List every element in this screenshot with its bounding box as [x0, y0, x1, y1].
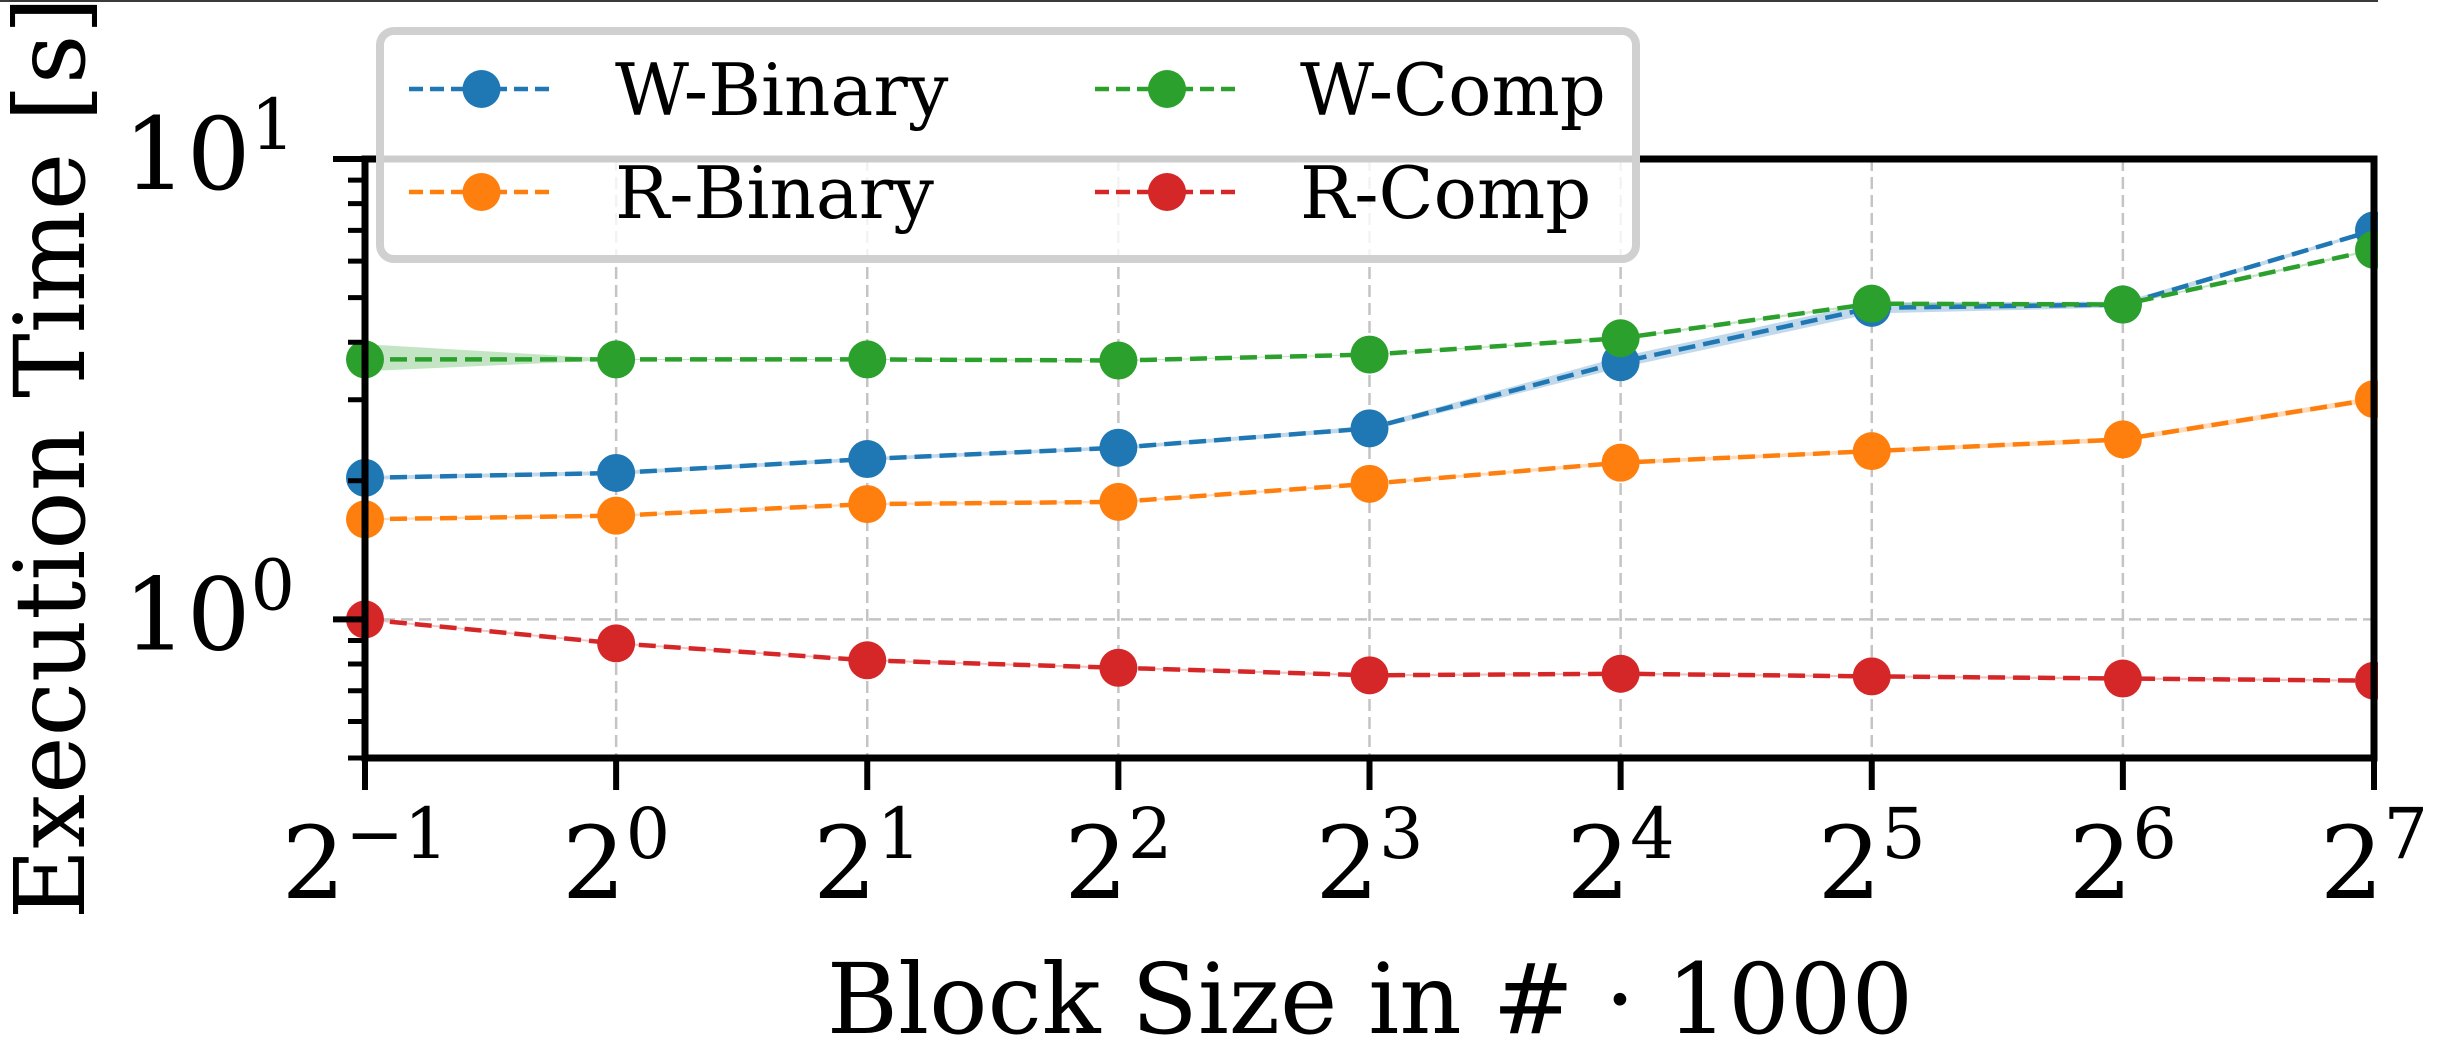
- y-tick-exponent: 0: [250, 544, 295, 626]
- point-r-comp: [1601, 654, 1640, 693]
- legend-label: R-Comp: [1300, 151, 1591, 235]
- legend-marker-w-binary: [462, 70, 501, 108]
- x-axis-label: Block Size in # · 1000: [827, 943, 1913, 1044]
- point-r-binary: [1852, 432, 1891, 471]
- point-r-comp: [848, 641, 887, 680]
- legend-item-r-binary: R-Binary: [409, 151, 934, 235]
- y-tick-label: 101: [123, 84, 295, 213]
- x-tick-exponent: 6: [2132, 793, 2177, 875]
- y-tick-label: 100: [123, 544, 295, 673]
- x-tick-base: 2: [1064, 805, 1128, 922]
- point-w-binary: [1099, 428, 1138, 467]
- x-tick-base: 2: [282, 805, 346, 922]
- x-tick-base: 2: [2320, 805, 2384, 922]
- x-tick-label: 25: [1818, 793, 1926, 922]
- point-r-binary: [1099, 482, 1138, 521]
- point-w-comp: [1852, 284, 1891, 323]
- window-top-border: [0, 0, 2442, 2]
- x-tick-base: 2: [1315, 805, 1379, 922]
- x-tick-exponent: 3: [1379, 793, 1424, 875]
- point-w-binary: [597, 453, 636, 492]
- axis-ticks: [333, 156, 2377, 790]
- y-tick-exponent: 1: [250, 84, 295, 166]
- x-tick-exponent: 4: [1630, 793, 1675, 875]
- point-r-comp: [1852, 657, 1891, 696]
- point-w-comp: [848, 340, 887, 379]
- x-tick-exponent: 0: [626, 793, 671, 875]
- point-r-comp: [1099, 648, 1138, 687]
- right-margin: [2378, 0, 2442, 1044]
- legend: W-Binary R-Binary W-Comp R-Comp: [376, 27, 1640, 263]
- x-tick-label: 2−1: [282, 793, 449, 922]
- x-tick-base: 2: [2069, 805, 2133, 922]
- point-r-binary: [1601, 443, 1640, 482]
- x-tick-base: 2: [1567, 805, 1631, 922]
- point-r-binary: [1350, 464, 1389, 503]
- point-w-comp: [1099, 341, 1138, 380]
- y-tick-base: 10: [123, 96, 250, 213]
- x-tick-label: 22: [1064, 793, 1172, 922]
- point-w-binary: [848, 440, 887, 479]
- x-tick-exponent: 2: [1128, 793, 1173, 875]
- x-tick-exponent: 7: [2384, 793, 2429, 875]
- point-r-binary: [2103, 420, 2142, 459]
- x-tick-label: 26: [2069, 793, 2177, 922]
- legend-marker-r-binary: [462, 173, 501, 211]
- x-tick-base: 2: [1818, 805, 1882, 922]
- legend-item-r-comp: R-Comp: [1095, 151, 1591, 235]
- x-tick-label: 23: [1315, 793, 1423, 922]
- x-tick-base: 2: [562, 805, 626, 922]
- legend-item-w-comp: W-Comp: [1095, 48, 1606, 132]
- x-tick-base: 2: [813, 805, 877, 922]
- point-r-comp: [1350, 656, 1389, 695]
- point-r-binary: [848, 485, 887, 524]
- point-r-comp: [597, 624, 636, 663]
- legend-marker-w-comp: [1148, 70, 1186, 108]
- legend-item-w-binary: W-Binary: [409, 48, 949, 132]
- point-w-comp: [2103, 285, 2142, 324]
- point-w-binary: [1350, 409, 1389, 448]
- y-tick-base: 10: [123, 556, 250, 673]
- x-tick-exponent: −1: [345, 793, 448, 875]
- point-w-comp: [597, 340, 636, 379]
- legend-label: W-Comp: [1300, 48, 1606, 132]
- x-tick-exponent: 5: [1881, 793, 1926, 875]
- legend-frame: [376, 27, 1640, 263]
- y-axis-label: Execution Time [s]: [0, 0, 107, 919]
- x-tick-exponent: 1: [877, 793, 922, 875]
- x-tick-label: 27: [2320, 793, 2428, 922]
- point-w-comp: [1601, 319, 1640, 358]
- legend-label: R-Binary: [615, 151, 934, 235]
- x-tick-label: 24: [1567, 793, 1675, 922]
- x-tick-label: 21: [813, 793, 921, 922]
- x-tick-label: 20: [562, 793, 670, 922]
- point-r-comp: [2103, 659, 2142, 698]
- point-r-binary: [597, 496, 636, 535]
- legend-label: W-Binary: [615, 48, 949, 132]
- legend-marker-r-comp: [1148, 173, 1186, 211]
- point-w-comp: [1350, 335, 1389, 374]
